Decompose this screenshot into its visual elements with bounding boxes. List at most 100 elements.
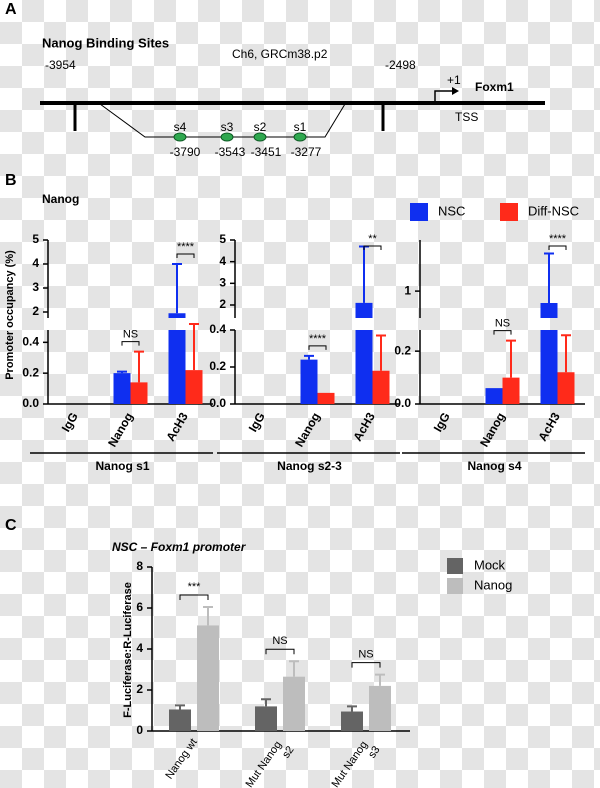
x-tick-label: Nanog	[292, 410, 323, 449]
site-name: s3	[221, 120, 234, 134]
significance-label: **	[368, 233, 377, 245]
y-tick-label: 0.4	[209, 322, 226, 336]
significance-label: ***	[188, 581, 202, 593]
region-start: -3954	[45, 58, 76, 72]
y-tick-label: 1	[404, 283, 411, 297]
y-tick-label: 0.0	[209, 396, 226, 410]
bar	[341, 711, 363, 731]
site-name: s1	[294, 120, 307, 134]
error-bar	[289, 660, 299, 677]
legend-label: Mock	[474, 557, 506, 572]
bar	[168, 313, 186, 404]
bar	[502, 377, 520, 404]
chart-title: Nanog	[42, 192, 79, 206]
assembly-label: Ch6, GRCm38.p2	[232, 47, 328, 61]
bar	[485, 388, 503, 404]
tss-arrowhead	[452, 87, 459, 95]
legend-label: NSC	[438, 203, 465, 218]
bar	[130, 382, 148, 404]
bar	[185, 370, 203, 404]
panel-label: B	[5, 172, 17, 189]
chart-title: NSC – Foxm1 promoter	[112, 540, 247, 554]
significance-label: NS	[272, 635, 287, 647]
significance-bracket	[179, 594, 209, 600]
site-position: -3790	[170, 145, 201, 159]
bar	[540, 302, 558, 404]
site-name: s4	[174, 120, 187, 134]
error-bar	[561, 334, 571, 373]
y-tick-label: 4	[136, 641, 143, 655]
group-label: Nanog s2-3	[277, 459, 342, 473]
error-bar	[359, 245, 369, 303]
panel-label: A	[5, 1, 17, 18]
y-tick-label: 3	[219, 276, 226, 290]
error-bar	[544, 252, 554, 303]
x-tick-label: IgG	[431, 410, 453, 434]
y-tick-label: 0.2	[394, 343, 411, 357]
y-tick-label: 5	[219, 232, 226, 246]
significance-bracket	[351, 662, 381, 668]
significance-bracket	[121, 341, 140, 346]
significance-bracket	[363, 245, 382, 250]
zoom-outline	[99, 103, 346, 138]
error-bar	[134, 350, 144, 383]
site-name: s2	[254, 120, 267, 134]
y-tick-label: 0.0	[394, 396, 411, 410]
legend-swatch	[447, 578, 463, 594]
panel-label: C	[5, 517, 17, 534]
y-tick-label: 0.2	[22, 365, 39, 379]
significance-label: NS	[495, 317, 510, 329]
significance-bracket	[548, 245, 567, 250]
legend-label: Diff-NSC	[528, 203, 579, 218]
x-tick-label: Nanog	[105, 410, 136, 449]
significance-bracket	[308, 345, 327, 350]
error-bar	[376, 334, 386, 371]
y-tick-label: 6	[136, 600, 143, 614]
significance-bracket	[265, 648, 295, 655]
group-label: Nanog s4	[467, 459, 521, 473]
y-tick-label: 4	[32, 256, 39, 270]
y-tick-label: 4	[219, 254, 226, 268]
significance-bracket	[493, 330, 512, 335]
x-tick-label: Nanog	[477, 410, 508, 449]
y-tick-label: 8	[136, 559, 143, 573]
error-bar	[117, 370, 127, 374]
region-end: -2498	[385, 58, 416, 72]
x-tick-label: Mut Nanog s3	[329, 737, 382, 788]
error-bar	[375, 673, 385, 686]
bar	[169, 709, 191, 731]
bar	[557, 372, 575, 404]
x-tick-label: AcH3	[350, 410, 378, 444]
x-tick-label: AcH3	[535, 410, 563, 444]
y-axis-label: Promoter occupancy (%)	[4, 250, 16, 380]
y-tick-label: 2	[32, 304, 39, 318]
y-tick-label: 0.4	[22, 335, 39, 349]
legend-swatch	[410, 203, 428, 221]
diagram-title: Nanog Binding Sites	[42, 35, 169, 50]
site-position: -3451	[251, 145, 282, 159]
error-bar	[506, 339, 516, 378]
bar	[369, 685, 391, 731]
site-position: -3277	[291, 145, 322, 159]
bar	[355, 302, 373, 404]
x-tick-label: IgG	[59, 410, 81, 434]
x-tick-label: IgG	[246, 410, 268, 434]
y-axis-label: F-Luciferase:R-Luciferase	[122, 582, 134, 718]
y-tick-label: 0	[136, 723, 143, 737]
significance-label: ****	[309, 333, 327, 345]
bar	[283, 676, 305, 731]
y-tick-label: 3	[32, 280, 39, 294]
site-position: -3543	[215, 145, 246, 159]
x-tick-label: Nanog wt	[163, 737, 199, 782]
group-label: Nanog s1	[95, 459, 149, 473]
error-bar	[189, 323, 199, 371]
legend-swatch	[447, 558, 463, 574]
bar	[372, 370, 390, 404]
error-bar	[347, 705, 357, 712]
bar	[197, 625, 219, 731]
bar	[300, 359, 318, 404]
significance-bracket	[176, 253, 195, 258]
bar	[317, 392, 335, 404]
